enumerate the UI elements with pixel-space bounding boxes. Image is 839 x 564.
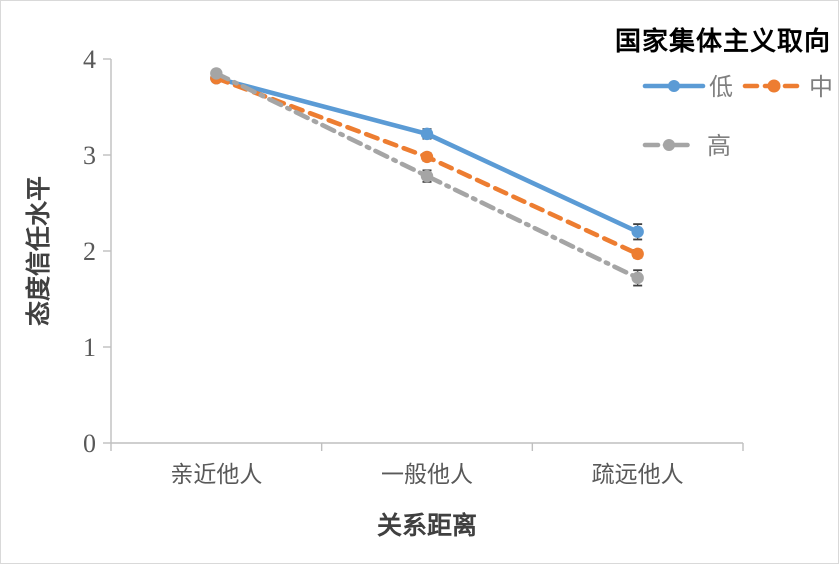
data-point-中-一般他人 (420, 150, 434, 164)
data-point-中-疏远他人 (631, 247, 644, 261)
legend-marker-low (668, 80, 680, 92)
axes: 0 1 2 3 4 亲近他人 一般他人 疏远他人 (83, 45, 744, 487)
legend-label-low: 低 (709, 74, 733, 101)
y-tick-label: 1 (83, 333, 96, 362)
legend-marker-high (663, 139, 675, 151)
x-category-label: 一般他人 (381, 462, 473, 487)
legend-marker-mid (767, 79, 781, 93)
data-point-高-亲近他人 (210, 67, 223, 80)
legend-title: 国家集体主义取向 (615, 26, 831, 56)
legend-label-high: 高 (707, 133, 731, 160)
data-point-高-一般他人 (420, 169, 434, 183)
y-tick-label: 0 (83, 429, 96, 458)
legend-item-mid: 中 (742, 74, 833, 101)
legend: 国家集体主义取向 低 中 高 (615, 26, 833, 160)
legend-item-high: 高 (642, 133, 731, 160)
y-tick-label: 3 (83, 141, 96, 170)
legend-label-mid: 中 (809, 74, 833, 101)
data-point-低-一般他人 (420, 127, 434, 141)
legend-item-low: 低 (642, 74, 733, 101)
x-axis-title: 关系距离 (377, 511, 477, 540)
data-point-低-疏远他人 (631, 225, 644, 238)
y-tick-label: 2 (83, 237, 96, 266)
x-category-label: 亲近他人 (170, 462, 262, 487)
series-layer (210, 67, 644, 287)
x-category-label: 疏远他人 (592, 462, 684, 487)
data-point-高-疏远他人 (631, 271, 644, 285)
y-tick-label: 4 (83, 45, 96, 74)
y-axis-title: 态度信任水平 (24, 176, 53, 326)
